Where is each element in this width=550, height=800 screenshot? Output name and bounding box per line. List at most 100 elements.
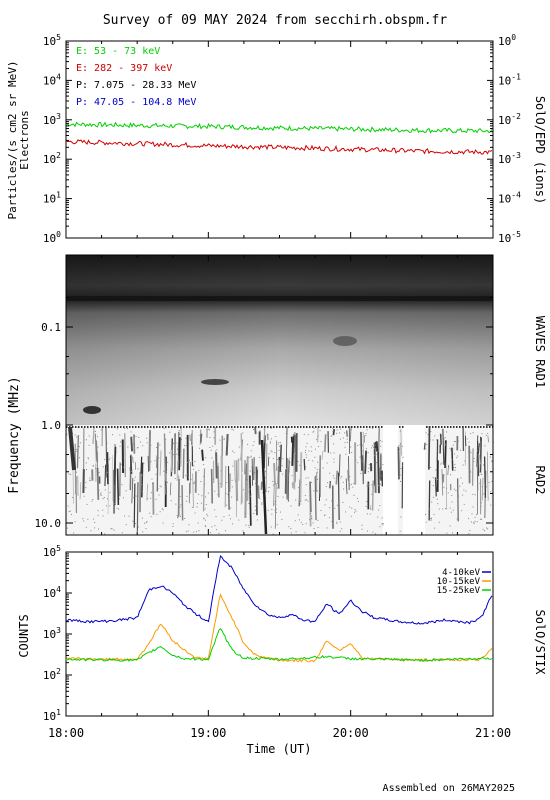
- rad2-noise-dot: [174, 470, 176, 472]
- rad2-noise-dot: [374, 454, 376, 456]
- rad2-noise-dot: [185, 531, 187, 533]
- rad2-noise-dot: [348, 482, 350, 484]
- rad2-edge-dot: [90, 426, 92, 428]
- rad2-noise-dot: [435, 469, 437, 471]
- rad2-noise-dot: [100, 493, 102, 495]
- rad2-noise-dot: [163, 470, 165, 472]
- rad2-noise-dot: [104, 489, 106, 491]
- rad2-burst-streak: [487, 435, 490, 443]
- rad2-burst-streak: [309, 481, 312, 513]
- rad2-noise-dot: [452, 448, 454, 450]
- rad2-edge-dot: [429, 426, 431, 428]
- rad2-noise-dot: [295, 531, 297, 533]
- footer-text: Assembled on 26MAY2025: [383, 783, 515, 794]
- rad2-noise-dot: [133, 497, 135, 499]
- rad2-noise-dot: [350, 446, 352, 448]
- rad2-noise-dot: [357, 498, 359, 500]
- rad2-noise-dot: [326, 482, 328, 484]
- rad2-noise-dot: [425, 432, 427, 434]
- rad2-noise-dot: [329, 472, 331, 474]
- epd-legend-1: E: 282 - 397 keV: [76, 63, 172, 74]
- rad2-noise-dot: [85, 481, 87, 483]
- rad2-noise-dot: [480, 473, 482, 475]
- rad2-noise-dot: [371, 445, 373, 447]
- rad1-band: [66, 296, 493, 301]
- rad2-noise-dot: [179, 515, 181, 517]
- rad2-edge-dot: [96, 426, 98, 428]
- rad2-noise-dot: [325, 486, 327, 488]
- rad2-noise-dot: [402, 456, 404, 458]
- stix-legend-0: 4-10keV: [442, 568, 481, 578]
- x-axis-label: Time (UT): [246, 742, 311, 756]
- rad2-edge-dot: [192, 426, 194, 428]
- rad2-noise-dot: [446, 532, 448, 534]
- rad2-noise-dot: [162, 522, 164, 524]
- rad2-noise-dot: [180, 504, 182, 506]
- rad2-noise-dot: [285, 433, 287, 435]
- rad2-burst-streak: [464, 435, 467, 447]
- rad2-noise-dot: [97, 436, 99, 438]
- waves-panel: 0.1 1.0 10.0 Frequency (MHz) WAVES RAD1 RA…: [7, 254, 547, 536]
- rad2-noise-dot: [130, 431, 132, 433]
- rad2-noise-dot: [336, 432, 338, 434]
- rad2-edge-dot: [153, 426, 155, 428]
- rad2-noise-dot: [217, 477, 219, 479]
- rad2-noise-dot: [76, 436, 78, 438]
- rad2-edge-dot: [240, 426, 242, 428]
- rad2-noise-dot: [311, 481, 313, 483]
- rad2-noise-dot: [205, 526, 207, 528]
- rad2-burst-streak: [192, 473, 194, 508]
- rad2-noise-dot: [200, 442, 202, 444]
- rad2-noise-dot: [481, 473, 483, 475]
- rad2-noise-dot: [485, 434, 487, 436]
- rad2-bursts: [66, 426, 494, 535]
- rad2-burst-streak: [321, 450, 324, 460]
- rad2-noise-dot: [254, 472, 256, 474]
- rad2-noise-dot: [436, 458, 438, 460]
- rad2-noise-dot: [281, 465, 283, 467]
- rad2-noise-dot: [149, 512, 151, 514]
- rad2-noise-dot: [320, 510, 322, 512]
- rad2-noise-dot: [208, 429, 210, 431]
- rad2-noise-dot: [276, 487, 278, 489]
- rad2-noise-dot: [398, 445, 400, 447]
- rad2-noise-dot: [468, 518, 470, 520]
- rad2-noise-dot: [298, 519, 300, 521]
- rad2-edge-dot: [474, 426, 476, 428]
- rad2-noise-dot: [481, 518, 483, 520]
- rad2-noise-dot: [428, 443, 430, 445]
- rad2-noise-dot: [474, 516, 476, 518]
- rad2-noise-dot: [125, 524, 127, 526]
- rad2-burst-streak: [329, 480, 332, 489]
- rad2-burst-streak: [349, 426, 352, 442]
- rad2-burst-streak: [255, 466, 258, 516]
- rad2-noise-dot: [176, 515, 178, 517]
- rad1-shading: [66, 255, 493, 425]
- stix-y-axis: 101 102 103 104 105: [43, 544, 72, 723]
- rad2-noise-dot: [332, 431, 334, 433]
- rad2-noise-dot: [267, 509, 269, 511]
- stix-series-group: [65, 555, 493, 663]
- rad2-noise-dot: [191, 436, 193, 438]
- rad2-noise-dot: [456, 518, 458, 520]
- rad2-noise-dot: [198, 493, 200, 495]
- rad2-edge-dot: [105, 426, 107, 428]
- rad2-burst-streak: [79, 482, 82, 500]
- rad2-burst-streak: [483, 456, 487, 498]
- rad2-noise-dot: [246, 479, 248, 481]
- rad2-noise-dot: [242, 489, 244, 491]
- rad2-noise-dot: [289, 462, 291, 464]
- rad2-noise-dot: [320, 441, 322, 443]
- rad2-noise-dot: [179, 462, 181, 464]
- rad2-noise-dot: [205, 504, 207, 506]
- rad2-edge-dot: [489, 426, 491, 428]
- rad2-noise-dot: [300, 521, 302, 523]
- rad2-noise-dot: [146, 442, 148, 444]
- rad2-noise-dot: [319, 489, 321, 491]
- rad2-noise-dot: [134, 476, 136, 478]
- rad2-edge-dot: [372, 426, 374, 428]
- rad2-noise-dot: [87, 457, 89, 459]
- rad2-noise-dot: [339, 521, 341, 523]
- rad2-noise-dot: [219, 439, 221, 441]
- rad2-noise-dot: [89, 479, 91, 481]
